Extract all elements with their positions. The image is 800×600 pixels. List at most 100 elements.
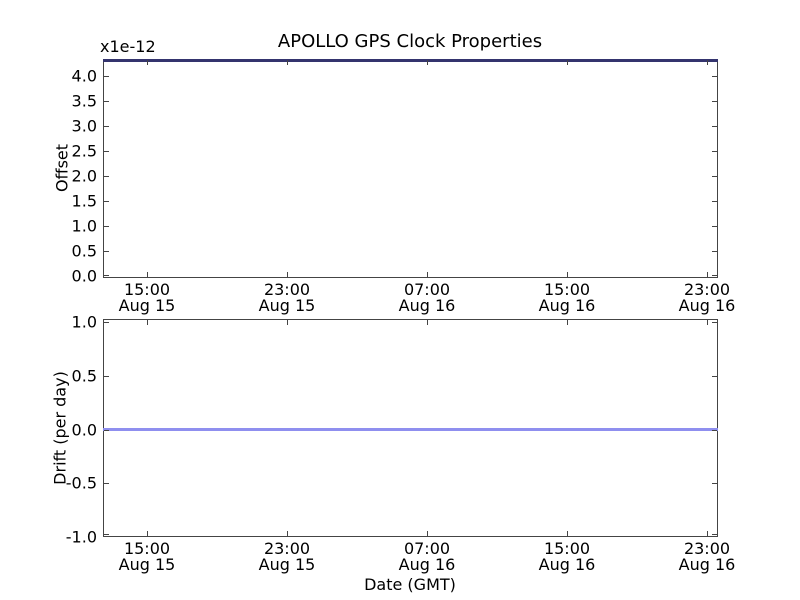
tick-mark bbox=[104, 126, 109, 127]
xtick-date: Aug 15 bbox=[258, 296, 316, 315]
ytick-label: 2.5 bbox=[71, 141, 97, 161]
ytick-label: -1.0 bbox=[65, 527, 97, 547]
tick-mark bbox=[712, 76, 717, 77]
xtick-date: Aug 16 bbox=[538, 555, 596, 574]
tick-mark bbox=[147, 60, 148, 65]
tick-mark bbox=[712, 483, 717, 484]
ytick-label: 4.0 bbox=[71, 66, 97, 86]
tick-mark bbox=[104, 275, 109, 276]
tick-mark bbox=[104, 151, 109, 152]
xtick-time: 15:00 bbox=[543, 539, 591, 558]
tick-mark bbox=[427, 272, 428, 277]
tick-mark bbox=[712, 376, 717, 377]
xtick-date: Aug 16 bbox=[538, 296, 596, 315]
xtick-date: Aug 16 bbox=[678, 555, 736, 574]
tick-mark bbox=[104, 226, 109, 227]
tick-mark bbox=[567, 531, 568, 536]
xtick-time: 15:00 bbox=[123, 280, 171, 299]
tick-mark bbox=[567, 272, 568, 277]
tick-mark bbox=[712, 430, 717, 431]
tick-mark bbox=[287, 272, 288, 277]
xtick-date: Aug 15 bbox=[258, 555, 316, 574]
offset-data-line bbox=[103, 59, 718, 62]
tick-mark bbox=[104, 76, 109, 77]
tick-mark bbox=[707, 60, 708, 65]
tick-mark bbox=[712, 275, 717, 276]
xtick-label: 15:00 Aug 15 bbox=[119, 282, 176, 314]
xtick-time: 15:00 bbox=[123, 539, 171, 558]
xtick-label: 07:00 Aug 16 bbox=[399, 282, 456, 314]
xtick-date: Aug 16 bbox=[398, 555, 456, 574]
xtick-time: 07:00 bbox=[403, 539, 451, 558]
ytick-label: -0.5 bbox=[65, 473, 97, 493]
tick-mark bbox=[427, 60, 428, 65]
xtick-label: 23:00 Aug 15 bbox=[259, 282, 316, 314]
tick-mark bbox=[104, 101, 109, 102]
tick-mark bbox=[287, 320, 288, 325]
tick-mark bbox=[104, 376, 109, 377]
tick-mark bbox=[104, 534, 109, 535]
xtick-time: 07:00 bbox=[403, 280, 451, 299]
xtick-label: 15:00 Aug 15 bbox=[119, 541, 176, 573]
ytick-label: 0.5 bbox=[71, 366, 97, 386]
xtick-time: 23:00 bbox=[263, 539, 311, 558]
tick-mark bbox=[147, 272, 148, 277]
chart-title: APOLLO GPS Clock Properties bbox=[277, 31, 543, 52]
tick-mark bbox=[707, 272, 708, 277]
xtick-label: 23:00 Aug 16 bbox=[679, 282, 736, 314]
offset-y-axis-label: Offset bbox=[52, 143, 72, 193]
tick-mark bbox=[567, 320, 568, 325]
tick-mark bbox=[712, 251, 717, 252]
tick-mark bbox=[147, 531, 148, 536]
drift-y-axis-label: Drift (per day) bbox=[50, 371, 70, 485]
xtick-label: 23:00 Aug 15 bbox=[259, 541, 316, 573]
xtick-label: 23:00 Aug 16 bbox=[679, 541, 736, 573]
tick-mark bbox=[712, 176, 717, 177]
xtick-date: Aug 16 bbox=[398, 296, 456, 315]
xtick-label: 15:00 Aug 16 bbox=[539, 282, 596, 314]
ytick-label: 3.0 bbox=[71, 116, 97, 136]
tick-mark bbox=[427, 320, 428, 325]
tick-mark bbox=[712, 151, 717, 152]
tick-mark bbox=[712, 201, 717, 202]
xtick-date: Aug 15 bbox=[118, 555, 176, 574]
tick-mark bbox=[707, 531, 708, 536]
tick-mark bbox=[104, 251, 109, 252]
tick-mark bbox=[712, 322, 717, 323]
xtick-date: Aug 16 bbox=[678, 296, 736, 315]
ytick-label: 0.0 bbox=[71, 420, 97, 440]
tick-mark bbox=[712, 226, 717, 227]
x-axis-label: Date (GMT) bbox=[364, 575, 456, 594]
tick-mark bbox=[567, 60, 568, 65]
ytick-label: 1.0 bbox=[71, 312, 97, 332]
tick-mark bbox=[287, 60, 288, 65]
ytick-label: 3.5 bbox=[71, 91, 97, 111]
offset-plot-area bbox=[103, 59, 718, 278]
tick-mark bbox=[287, 531, 288, 536]
y-axis-scale-label: x1e-12 bbox=[100, 37, 156, 56]
xtick-time: 15:00 bbox=[543, 280, 591, 299]
tick-mark bbox=[707, 320, 708, 325]
tick-mark bbox=[427, 531, 428, 536]
ytick-label: 0.0 bbox=[71, 266, 97, 286]
ytick-label: 1.5 bbox=[71, 191, 97, 211]
tick-mark bbox=[104, 430, 109, 431]
tick-mark bbox=[104, 201, 109, 202]
drift-data-line bbox=[103, 428, 718, 431]
tick-mark bbox=[712, 101, 717, 102]
tick-mark bbox=[104, 483, 109, 484]
tick-mark bbox=[712, 534, 717, 535]
drift-plot-area bbox=[103, 319, 718, 537]
xtick-label: 07:00 Aug 16 bbox=[399, 541, 456, 573]
xtick-time: 23:00 bbox=[683, 280, 731, 299]
tick-mark bbox=[712, 126, 717, 127]
xtick-time: 23:00 bbox=[683, 539, 731, 558]
xtick-date: Aug 15 bbox=[118, 296, 176, 315]
ytick-label: 2.0 bbox=[71, 166, 97, 186]
tick-mark bbox=[147, 320, 148, 325]
xtick-time: 23:00 bbox=[263, 280, 311, 299]
xtick-label: 15:00 Aug 16 bbox=[539, 541, 596, 573]
ytick-label: 0.5 bbox=[71, 241, 97, 261]
tick-mark bbox=[104, 322, 109, 323]
